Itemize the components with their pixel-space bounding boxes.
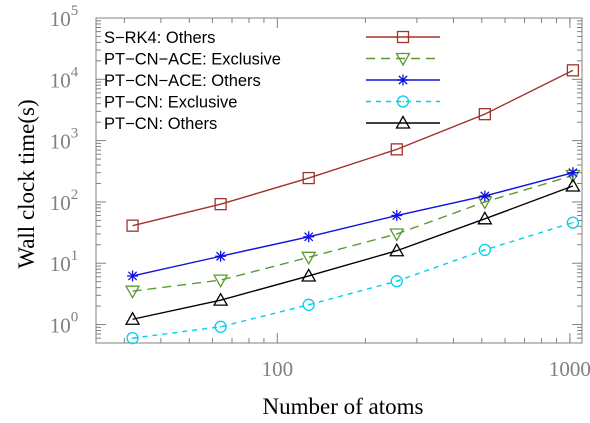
- x-axis-label: Number of atoms: [263, 394, 424, 419]
- data-point: [301, 268, 317, 282]
- data-point: [302, 298, 315, 311]
- series-line: [132, 69, 574, 227]
- legend-label: PT−CN: Exclusive: [104, 94, 237, 112]
- y-tick-label: 100: [50, 310, 79, 338]
- data-point: [390, 143, 403, 156]
- y-tick-label: 101: [50, 248, 79, 276]
- data-point: [391, 210, 403, 222]
- data-point: [566, 216, 580, 229]
- legend-marker: [396, 30, 410, 44]
- plot-frame: [95, 17, 583, 344]
- y-tick-label: 105: [50, 3, 79, 31]
- data-point: [478, 108, 491, 121]
- series-line: [132, 171, 574, 277]
- data-point: [302, 171, 315, 185]
- data-point: [479, 190, 491, 202]
- data-point: [478, 243, 491, 257]
- legend-label: PT−CN−ACE: Others: [104, 72, 261, 90]
- data-point: [390, 275, 403, 288]
- y-tick-label: 104: [50, 64, 79, 92]
- legend-label: S−RK4: Others: [104, 29, 215, 47]
- data-point: [389, 228, 405, 242]
- series-5: [124, 178, 581, 325]
- data-point: [566, 64, 580, 77]
- legend-item: PT−CN: Others: [104, 115, 440, 133]
- data-point: [389, 242, 405, 257]
- series-line: [132, 174, 574, 292]
- data-point: [567, 167, 579, 179]
- series-4: [126, 216, 580, 345]
- y-tick-label: 103: [50, 126, 79, 154]
- series-line: [132, 185, 574, 320]
- legend-marker: [397, 74, 409, 86]
- series-line: [132, 221, 574, 339]
- legend-item: PT−CN−ACE: Exclusive: [104, 51, 440, 69]
- data-point: [213, 292, 229, 306]
- legend-item: PT−CN: Exclusive: [104, 94, 440, 112]
- data-point: [126, 331, 139, 345]
- legend-item: S−RK4: Others: [104, 29, 440, 47]
- series-3: [127, 167, 579, 282]
- data-point: [477, 211, 493, 225]
- data-point: [126, 219, 139, 232]
- data-point: [124, 285, 141, 300]
- data-point: [303, 231, 315, 243]
- legend-label: PT−CN: Others: [104, 115, 217, 133]
- data-point: [127, 270, 139, 282]
- data-point: [215, 250, 227, 262]
- data-point: [214, 320, 227, 333]
- data-point: [565, 178, 581, 192]
- data-point: [124, 311, 141, 325]
- legend-marker: [395, 115, 411, 129]
- legend-marker: [396, 95, 410, 108]
- legend-label: PT−CN−ACE: Exclusive: [104, 51, 281, 69]
- x-tick-label: 1000: [549, 357, 590, 381]
- x-tick-label: 100: [262, 357, 294, 381]
- legend-marker: [395, 52, 411, 67]
- series-1: [126, 64, 580, 232]
- y-axis-label: Wall clock time(s): [14, 99, 39, 268]
- y-tick-label: 102: [50, 187, 79, 215]
- ticks: [96, 17, 582, 344]
- data-point: [214, 197, 227, 211]
- legend-item: PT−CN−ACE: Others: [104, 72, 440, 90]
- data-point: [213, 274, 229, 288]
- legend: S−RK4: Others PT−CN−ACE: Exclusive PT−CN−A…: [104, 29, 440, 133]
- data-point: [301, 251, 317, 266]
